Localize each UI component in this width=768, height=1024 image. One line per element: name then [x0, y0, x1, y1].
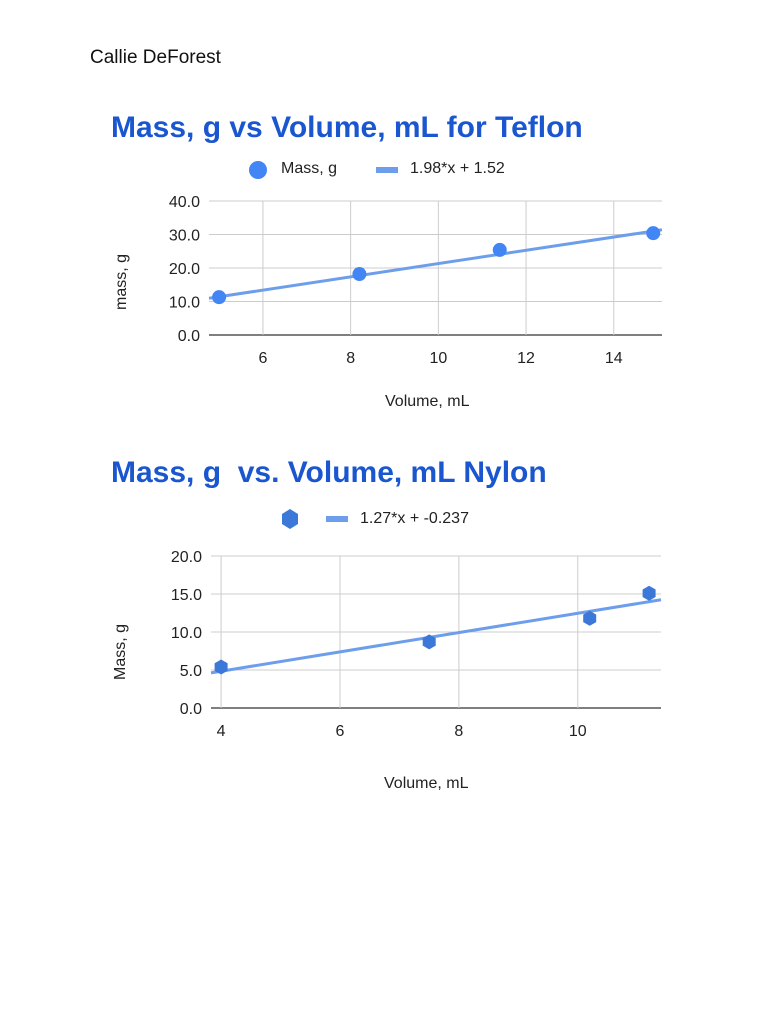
y-tick-label: 40.0 — [169, 194, 200, 211]
y-tick-label: 5.0 — [180, 663, 202, 680]
legend-trendline-icon — [376, 167, 398, 173]
legend-marker-circle-icon — [249, 161, 267, 179]
x-axis-label: Volume, mL — [384, 775, 469, 792]
y-tick-label: 10.0 — [169, 295, 200, 312]
x-tick-label: 8 — [454, 723, 463, 740]
legend-trend-label: 1.98*x + 1.52 — [410, 160, 505, 177]
legend-marker-hexagon-icon — [282, 509, 298, 529]
legend-trend-label: 1.27*x + -0.237 — [360, 510, 469, 527]
data-point — [214, 659, 228, 675]
x-tick-label: 8 — [346, 350, 355, 367]
data-point — [212, 290, 227, 305]
data-point — [646, 226, 661, 241]
y-axis-label: mass, g — [113, 253, 130, 310]
x-tick-label: 12 — [517, 350, 535, 367]
chart-title-teflon: Mass, g vs Volume, mL for Teflon — [111, 111, 583, 144]
x-tick-label: 6 — [336, 723, 345, 740]
y-tick-label: 30.0 — [169, 228, 200, 245]
legend-series-label: Mass, g — [281, 160, 338, 177]
author-name: Callie DeForest — [90, 47, 221, 68]
y-axis-label: Mass, g — [112, 623, 129, 680]
y-tick-label: 15.0 — [171, 587, 202, 604]
x-axis-label: Volume, mL — [385, 393, 470, 410]
legend-trendline-icon — [326, 516, 348, 522]
y-tick-label: 0.0 — [178, 328, 200, 345]
x-tick-label: 10 — [429, 350, 447, 367]
x-tick-label: 14 — [605, 350, 623, 367]
y-tick-label: 20.0 — [169, 261, 200, 278]
x-tick-label: 6 — [258, 350, 267, 367]
x-tick-label: 10 — [569, 723, 587, 740]
data-point — [583, 610, 597, 626]
data-point — [642, 585, 656, 601]
y-tick-label: 20.0 — [171, 549, 202, 566]
y-tick-label: 0.0 — [180, 701, 202, 718]
x-tick-label: 4 — [217, 723, 226, 740]
data-point — [492, 242, 507, 257]
trendline — [208, 228, 663, 300]
trendline — [210, 598, 662, 675]
data-point — [422, 634, 436, 650]
data-point — [352, 267, 367, 282]
y-tick-label: 10.0 — [171, 625, 202, 642]
chart-title-nylon: Mass, g vs. Volume, mL Nylon — [111, 456, 547, 489]
